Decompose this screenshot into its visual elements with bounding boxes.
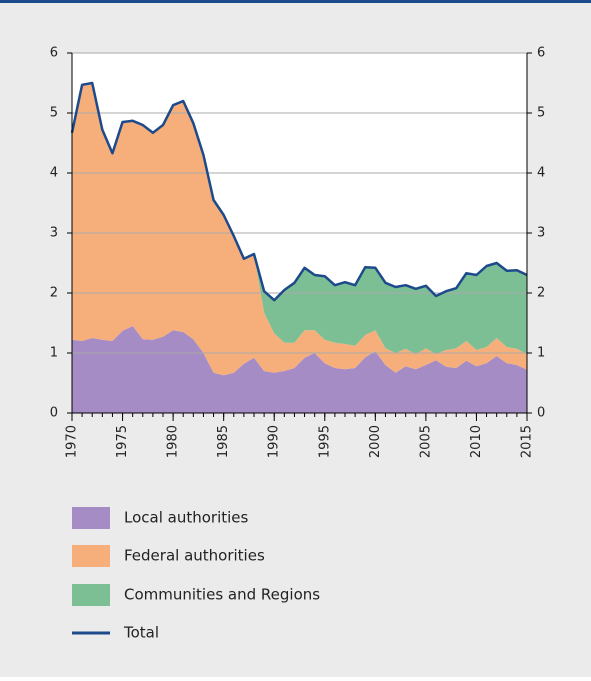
- area: [72, 83, 527, 376]
- x-tick-label: 1970: [65, 425, 80, 458]
- x-tick-label: 2005: [418, 425, 433, 458]
- y2-tick-label: 4: [537, 166, 545, 181]
- x-tick-label: 1975: [115, 425, 130, 458]
- plot: 0 1 2 3 4 5 6 0 1 2 3 4 5 6 1970 1975 1980 1985 1990 1995 20…: [50, 46, 546, 459]
- y-tick-label: 4: [50, 166, 58, 181]
- x-tick-label: 2000: [368, 425, 383, 458]
- legend: Local authorities Federal authorities Comm…: [72, 507, 320, 642]
- legend-label: Communities and Regions: [124, 586, 320, 604]
- area: [72, 83, 527, 355]
- y2-tick-label: 0: [537, 406, 545, 421]
- x-tick-label: 1985: [216, 425, 231, 458]
- top-rule: [0, 0, 591, 3]
- y2-tick-label: 3: [537, 226, 545, 241]
- legend-label: Local authorities: [124, 509, 249, 527]
- y-tick-label: 5: [50, 106, 58, 121]
- x-tick-label: 1990: [267, 425, 282, 458]
- y-tick-label: 1: [50, 346, 58, 361]
- y2-tick-label: 5: [537, 106, 545, 121]
- legend-label: Total: [123, 624, 159, 642]
- total-line: [70, 81, 528, 302]
- y-tick-label: 3: [50, 226, 58, 241]
- area: [72, 326, 527, 413]
- y2-tick-label: 2: [537, 286, 545, 301]
- x-tick-label: 1995: [317, 425, 332, 458]
- legend-swatch: [72, 584, 110, 606]
- y2-tick-label: 6: [537, 46, 545, 61]
- x-tick-label: 1980: [166, 425, 181, 458]
- x-tick-label: 2015: [520, 425, 535, 458]
- legend-label: Federal authorities: [124, 547, 265, 565]
- x-tick-label: 2010: [469, 425, 484, 458]
- y2-tick-label: 1: [537, 346, 545, 361]
- y-tick-label: 6: [50, 46, 58, 61]
- y-tick-label: 2: [50, 286, 58, 301]
- legend-swatch: [72, 545, 110, 567]
- y-tick-label: 0: [50, 406, 58, 421]
- legend-swatch: [72, 507, 110, 529]
